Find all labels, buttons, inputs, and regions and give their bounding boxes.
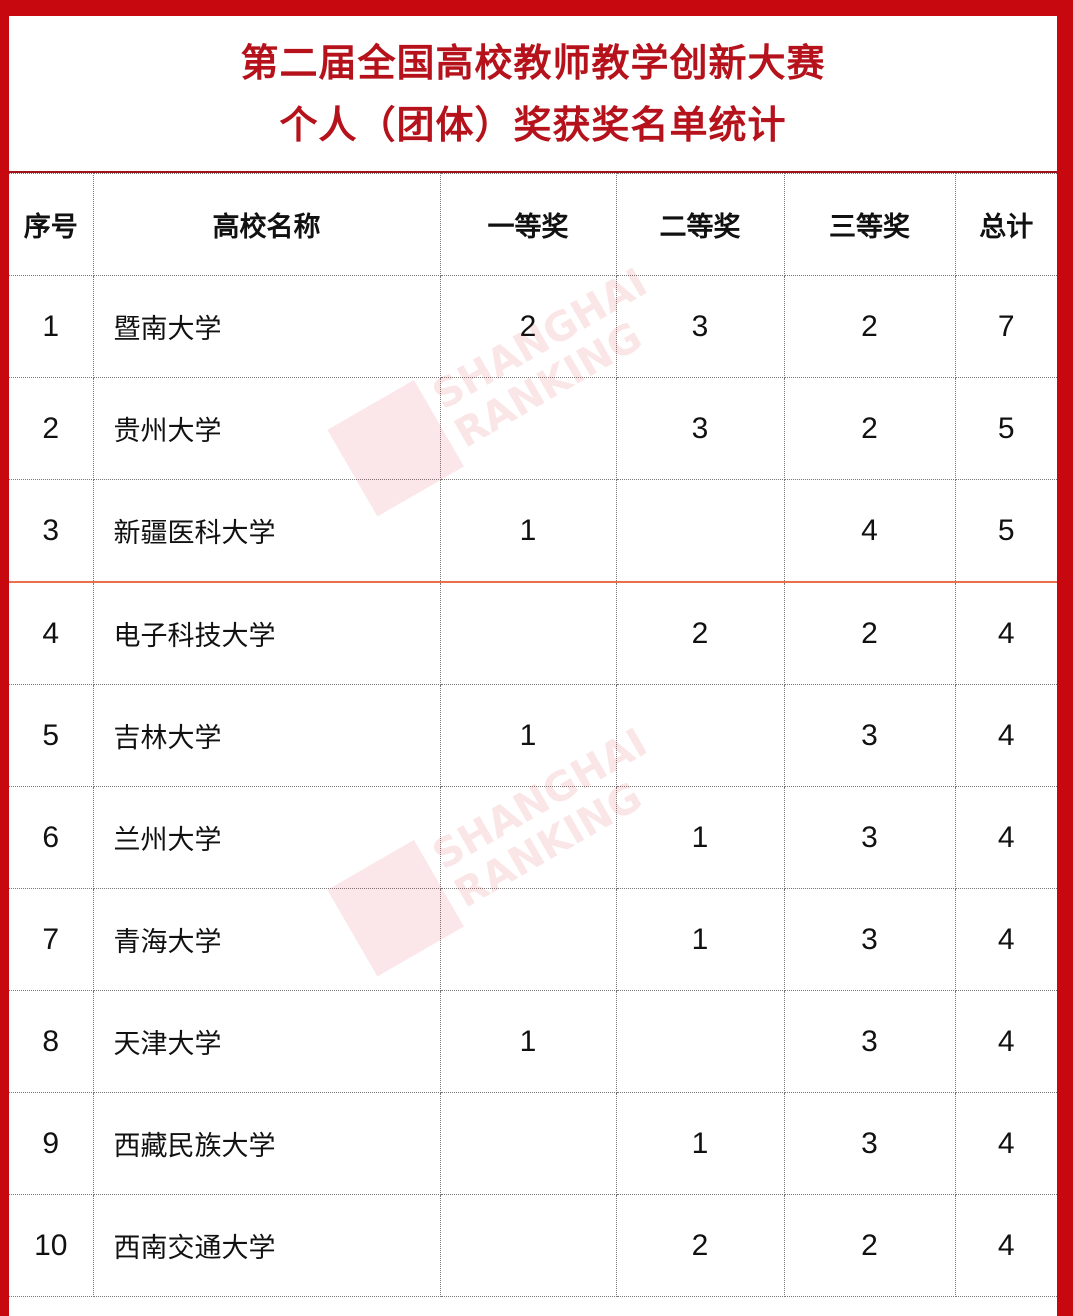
cell-col-third-prize: 3	[783, 888, 956, 991]
cell-col-first-prize	[439, 581, 617, 685]
table-row: 7 青海大学 1 3 4	[9, 888, 1057, 991]
cell-col-rank: 3	[9, 479, 94, 583]
header-col-third-prize: 三等奖	[783, 173, 956, 276]
cell-col-total: 4	[954, 786, 1057, 889]
cell-col-third-prize: 2	[783, 275, 956, 378]
cell-col-school: 兰州大学	[92, 786, 441, 889]
award-sheet: 第二届全国高校教师教学创新大赛 个人（团体）奖获奖名单统计 序号 高校名称 一等奖二…	[9, 16, 1057, 1316]
cell-col-third-prize: 3	[783, 684, 956, 787]
cell-col-school: 电子科技大学	[92, 581, 441, 685]
cell-col-school: 青海大学	[92, 888, 441, 991]
cell-col-school: 吉林大学	[92, 684, 441, 787]
table-row: 10 西南交通大学 2 2 4	[9, 1194, 1057, 1297]
header-col-school: 高校名称	[92, 173, 441, 276]
cell-col-third-prize: 4	[783, 479, 956, 583]
cell-col-school: 新疆医科大学	[92, 479, 441, 583]
header-col-rank: 序号	[9, 173, 94, 276]
cell-col-second-prize: 1	[615, 786, 785, 889]
cell-col-total: 4	[954, 684, 1057, 787]
cell-col-third-prize: 2	[783, 377, 956, 480]
cell-col-first-prize: 1	[439, 684, 617, 787]
table-row: 1 暨南大学 2 3 2 7	[9, 275, 1057, 378]
cell-col-first-prize: 1	[439, 990, 617, 1093]
cell-col-first-prize	[439, 377, 617, 480]
cell-col-second-prize: 1	[615, 888, 785, 991]
table-row: 9 西藏民族大学 1 3 4	[9, 1092, 1057, 1195]
cell-col-third-prize: 3	[783, 990, 956, 1093]
cell-col-first-prize	[439, 786, 617, 889]
cell-col-second-prize: 3	[615, 275, 785, 378]
cell-col-second-prize: 1	[615, 1092, 785, 1195]
cell-col-rank: 5	[9, 684, 94, 787]
award-table: 序号 高校名称 一等奖 二等奖 三等奖 总计 1 暨南大学 2 3 2 7 2 贵州大学 3 2 5 3 新疆医科…	[9, 173, 1057, 1297]
cell-col-third-prize: 2	[783, 581, 956, 685]
cell-col-first-prize: 1	[439, 479, 617, 583]
cell-col-total: 7	[954, 275, 1057, 378]
cell-col-school: 天津大学	[92, 990, 441, 1093]
cell-col-school: 西南交通大学	[92, 1194, 441, 1297]
cell-col-total: 4	[954, 888, 1057, 991]
cell-col-total: 4	[954, 1194, 1057, 1297]
cell-col-second-prize: 2	[615, 1194, 785, 1297]
cell-col-second-prize: 3	[615, 377, 785, 480]
cell-col-second-prize: 2	[615, 581, 785, 685]
table-row: 2 贵州大学 3 2 5	[9, 377, 1057, 480]
title-line-1: 第二届全国高校教师教学创新大赛	[240, 40, 826, 85]
table-row: 8 天津大学 1 3 4	[9, 990, 1057, 1093]
table-row: 4 电子科技大学 2 2 4	[9, 581, 1057, 685]
cell-col-first-prize: 2	[439, 275, 617, 378]
cell-col-total: 5	[954, 479, 1057, 583]
cell-col-third-prize: 3	[783, 1092, 956, 1195]
header-col-total: 总计	[954, 173, 1057, 276]
cell-col-total: 4	[954, 581, 1057, 685]
document-title: 第二届全国高校教师教学创新大赛 个人（团体）奖获奖名单统计	[9, 16, 1057, 173]
cell-col-school: 西藏民族大学	[92, 1092, 441, 1195]
cell-col-rank: 8	[9, 990, 94, 1093]
cell-col-total: 5	[954, 377, 1057, 480]
cell-col-rank: 9	[9, 1092, 94, 1195]
cell-col-rank: 7	[9, 888, 94, 991]
cell-col-rank: 2	[9, 377, 94, 480]
cell-col-second-prize	[615, 684, 785, 787]
cell-col-total: 4	[954, 990, 1057, 1093]
cell-col-third-prize: 3	[783, 786, 956, 889]
cell-col-school: 暨南大学	[92, 275, 441, 378]
cell-col-second-prize	[615, 479, 785, 583]
cell-col-first-prize	[439, 1194, 617, 1297]
table-row: 5 吉林大学 1 3 4	[9, 684, 1057, 787]
table-row: 3 新疆医科大学 1 4 5	[9, 479, 1057, 583]
cell-col-first-prize	[439, 888, 617, 991]
cell-col-total: 4	[954, 1092, 1057, 1195]
cell-col-rank: 1	[9, 275, 94, 378]
cell-col-second-prize	[615, 990, 785, 1093]
cell-col-rank: 10	[9, 1194, 94, 1297]
header-col-second-prize: 二等奖	[615, 173, 785, 276]
cell-col-rank: 6	[9, 786, 94, 889]
cell-col-rank: 4	[9, 581, 94, 685]
title-line-2: 个人（团体）奖获奖名单统计	[279, 102, 787, 147]
cell-col-third-prize: 2	[783, 1194, 956, 1297]
cell-col-school: 贵州大学	[92, 377, 441, 480]
cell-col-first-prize	[439, 1092, 617, 1195]
table-row: 6 兰州大学 1 3 4	[9, 786, 1057, 889]
header-row: 序号 高校名称 一等奖 二等奖 三等奖 总计	[9, 173, 1057, 276]
header-col-first-prize: 一等奖	[439, 173, 617, 276]
